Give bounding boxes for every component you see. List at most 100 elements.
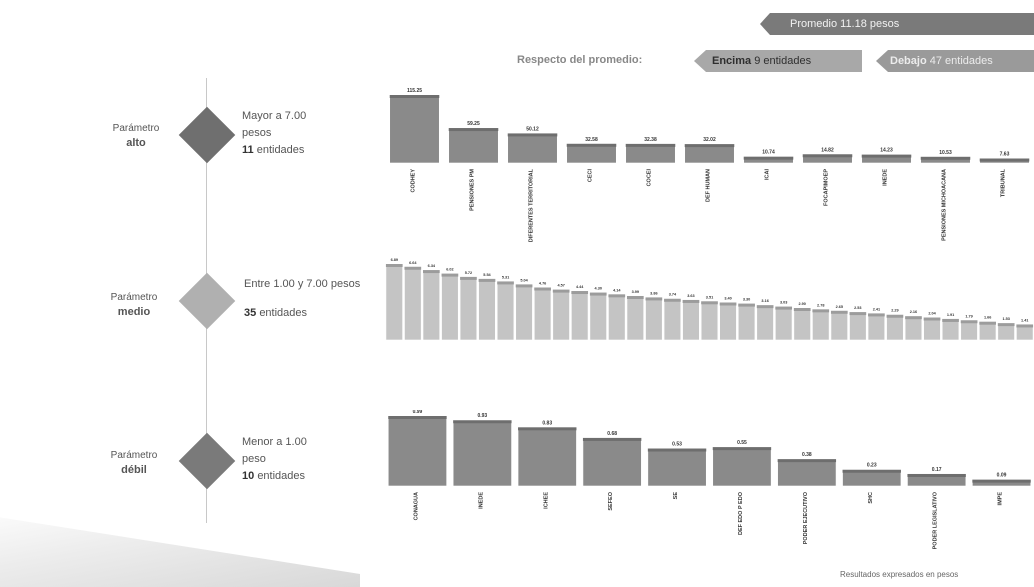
bar-cap (478, 278, 496, 282)
bar (441, 273, 459, 341)
bar (960, 319, 978, 341)
data-label: 5.54 (483, 273, 491, 277)
bar (626, 295, 644, 341)
count-label-alto: entidades (256, 144, 305, 156)
bar-cap (812, 309, 830, 313)
bar-cap (920, 156, 971, 160)
data-label: 10.74 (762, 150, 775, 156)
bar-cap (497, 281, 514, 285)
chart-debil: 0.99 CONAGUA 0.93 INEDE 0.83 ICHEE 0.68 SEFEO 0.… (387, 410, 1032, 549)
data-label: 0.23 (867, 463, 877, 469)
data-label: 0.17 (932, 467, 942, 473)
bar (459, 276, 478, 341)
data-label: 3.86 (650, 291, 657, 295)
bar (777, 458, 837, 487)
bar (997, 322, 1015, 341)
param-level-alto: alto (126, 137, 146, 149)
category-label: TRIBUNAL (1001, 168, 1007, 197)
respecto-label: Respecto del promedio: (517, 54, 643, 66)
bar-cap (385, 264, 403, 267)
bar-cap (664, 298, 681, 302)
bar (972, 479, 1032, 487)
data-label: 3.16 (761, 299, 768, 303)
data-label: 0.53 (672, 442, 682, 448)
bar-cap (552, 289, 570, 293)
bar-cap (1016, 324, 1034, 328)
data-label: 0.83 (542, 420, 552, 426)
data-label: 2.78 (817, 303, 824, 307)
bar-cap (905, 316, 922, 320)
bar (387, 415, 447, 487)
bar (582, 437, 642, 487)
bar-cap (571, 291, 589, 295)
bar-cap (701, 301, 718, 305)
data-label: 0.93 (477, 413, 487, 419)
bar (812, 309, 830, 341)
bar (552, 289, 570, 341)
decorative-swoosh (0, 517, 360, 587)
bar-cap (453, 420, 512, 424)
encima-tag: Encima 9 entidades (694, 50, 862, 72)
bar-cap (625, 143, 676, 147)
data-label: 1.41 (1021, 318, 1028, 322)
bar (515, 284, 533, 341)
data-label: 6.64 (409, 261, 417, 265)
bar-cap (423, 270, 440, 274)
bar (700, 300, 719, 341)
bar (886, 314, 904, 341)
bar-cap (460, 276, 477, 280)
bar-cap (979, 158, 1030, 162)
bar (496, 281, 515, 341)
param-label-alto: Parámetro alto (96, 121, 176, 151)
diamond-medio (178, 272, 236, 330)
bar (941, 318, 960, 341)
category-label: PODER EJECUTIVO (803, 491, 809, 544)
bar (849, 311, 867, 341)
data-label: 32.02 (703, 137, 716, 143)
data-label: 32.38 (644, 137, 657, 143)
data-label: 5.04 (520, 278, 528, 282)
bar-cap (626, 295, 644, 299)
bar-cap (582, 437, 642, 441)
category-label: PODER LEGISLATIVO (933, 491, 939, 549)
bar-cap (979, 321, 996, 325)
bar (389, 94, 440, 164)
data-label: 4.30 (595, 287, 602, 291)
bar-cap (719, 302, 737, 306)
param-level-medio: medio (117, 306, 151, 318)
category-label: SHC (868, 492, 874, 504)
debajo-value: 47 entidades (929, 55, 993, 67)
bar-cap (515, 284, 533, 288)
bar (404, 266, 422, 341)
data-label: 1.66 (984, 316, 991, 320)
bar-cap (507, 133, 558, 137)
desc-medio: Entre 1.00 y 7.00 pesos 35 entidades (244, 276, 384, 322)
bar-cap (886, 314, 904, 318)
bar (756, 304, 774, 341)
bar-cap (849, 312, 867, 316)
bar-cap (830, 310, 848, 314)
encima-value: 9 entidades (754, 55, 812, 67)
bar-cap (756, 305, 774, 309)
data-label: 6.02 (446, 268, 453, 272)
bar (842, 469, 902, 487)
promedio-tag: Promedio 11.18 pesos (760, 13, 1034, 35)
bar-cap (738, 303, 755, 307)
data-label: 3.40 (724, 296, 731, 300)
category-label: DIFERENTES TERRITORIAL (529, 168, 535, 242)
data-label: 32.58 (585, 137, 598, 143)
data-label: 4.44 (576, 285, 584, 289)
data-label: 2.90 (799, 302, 806, 306)
bar (682, 299, 700, 341)
bar-cap (682, 299, 700, 303)
bar-cap (448, 128, 499, 132)
data-label: 2.41 (873, 307, 880, 311)
category-label: CODHEY (411, 169, 417, 193)
bar (737, 303, 756, 341)
data-label: 6.34 (428, 264, 436, 268)
debajo-label: Debajo (890, 55, 927, 67)
bar (775, 306, 793, 341)
count-label-medio: entidades (259, 307, 308, 319)
chart-alto: 115.25 CODHEY 59.25 PENSIONES PM 50.12 DIFERE… (389, 88, 1030, 242)
bar-cap (868, 313, 885, 317)
